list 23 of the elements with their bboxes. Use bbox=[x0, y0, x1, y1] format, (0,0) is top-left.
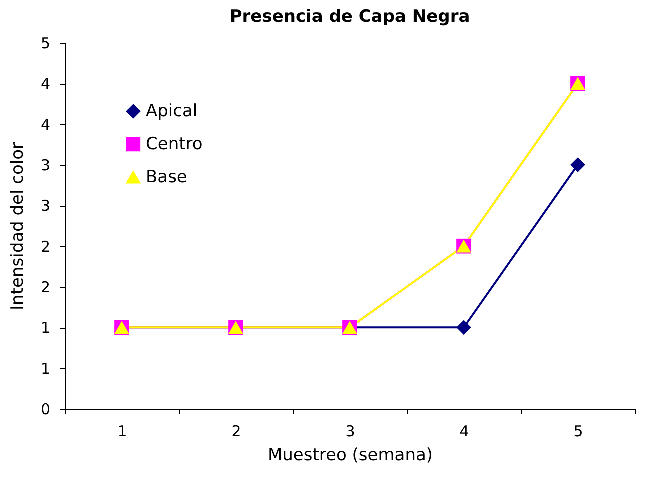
chart-title: Presencia de Capa Negra bbox=[230, 7, 470, 27]
x-tick-label: 3 bbox=[346, 422, 356, 440]
y-axis-title: Intensidad del color bbox=[8, 142, 28, 310]
x-tick-label: 5 bbox=[574, 422, 584, 440]
legend-label: Base bbox=[146, 168, 188, 188]
y-tick-label: 2 bbox=[40, 278, 50, 296]
y-tick-label: 4 bbox=[40, 75, 50, 94]
y-tick-label: 4 bbox=[40, 116, 50, 134]
legend-label: Centro bbox=[146, 134, 203, 154]
x-tick-label: 2 bbox=[232, 422, 242, 440]
y-tick-label: 1 bbox=[40, 319, 50, 338]
y-tick-label: 3 bbox=[40, 156, 50, 174]
x-tick-label: 4 bbox=[460, 422, 470, 440]
legend-label: Apical bbox=[146, 102, 198, 122]
y-tick-label: 2 bbox=[40, 238, 50, 256]
y-tick-label: 1 bbox=[40, 360, 50, 378]
y-tick-label: 3 bbox=[40, 197, 50, 216]
point bbox=[570, 158, 586, 172]
x-tick-label: 1 bbox=[118, 422, 128, 440]
x-axis-title: Muestreo (semana) bbox=[268, 446, 434, 466]
y-tick-label: 0 bbox=[40, 400, 50, 418]
point bbox=[456, 320, 472, 336]
y-tick-label: 5 bbox=[40, 34, 50, 52]
